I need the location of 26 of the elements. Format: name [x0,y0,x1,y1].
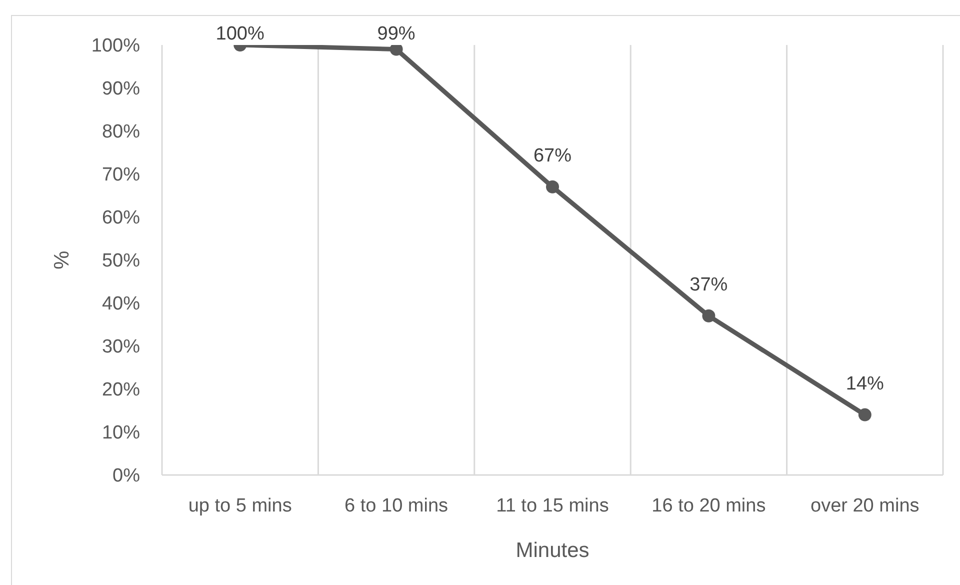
y-tick-label: 0% [112,466,140,487]
y-tick-label: 90% [102,78,140,100]
y-axis-title: % [50,250,74,270]
x-tick-label: 11 to 15 mins [496,495,609,516]
data-label: 99% [377,24,416,44]
x-axis-title: Minutes [516,539,590,562]
y-tick-label: 100% [91,36,140,57]
y-tick-label: 30% [102,336,140,358]
y-tick-label: 80% [102,122,140,143]
y-tick-label: 60% [102,208,140,229]
x-tick-label: up to 5 mins [188,495,292,516]
y-tick-label: 40% [102,294,140,315]
data-label: 14% [846,373,884,394]
x-tick-label: 6 to 10 mins [344,495,448,516]
y-tick-label: 70% [102,164,140,186]
data-label: 67% [533,145,572,166]
data-label: 37% [690,274,728,296]
point [702,309,716,322]
x-tick-label: over 20 mins [810,495,920,516]
point [546,180,559,194]
y-tick-label: 20% [102,380,140,401]
data-label: 100% [216,24,264,44]
x-tick-label: 16 to 20 mins [652,495,766,516]
y-tick-label: 10% [102,422,140,444]
y-tick-label: 50% [102,250,140,272]
point [858,408,872,422]
